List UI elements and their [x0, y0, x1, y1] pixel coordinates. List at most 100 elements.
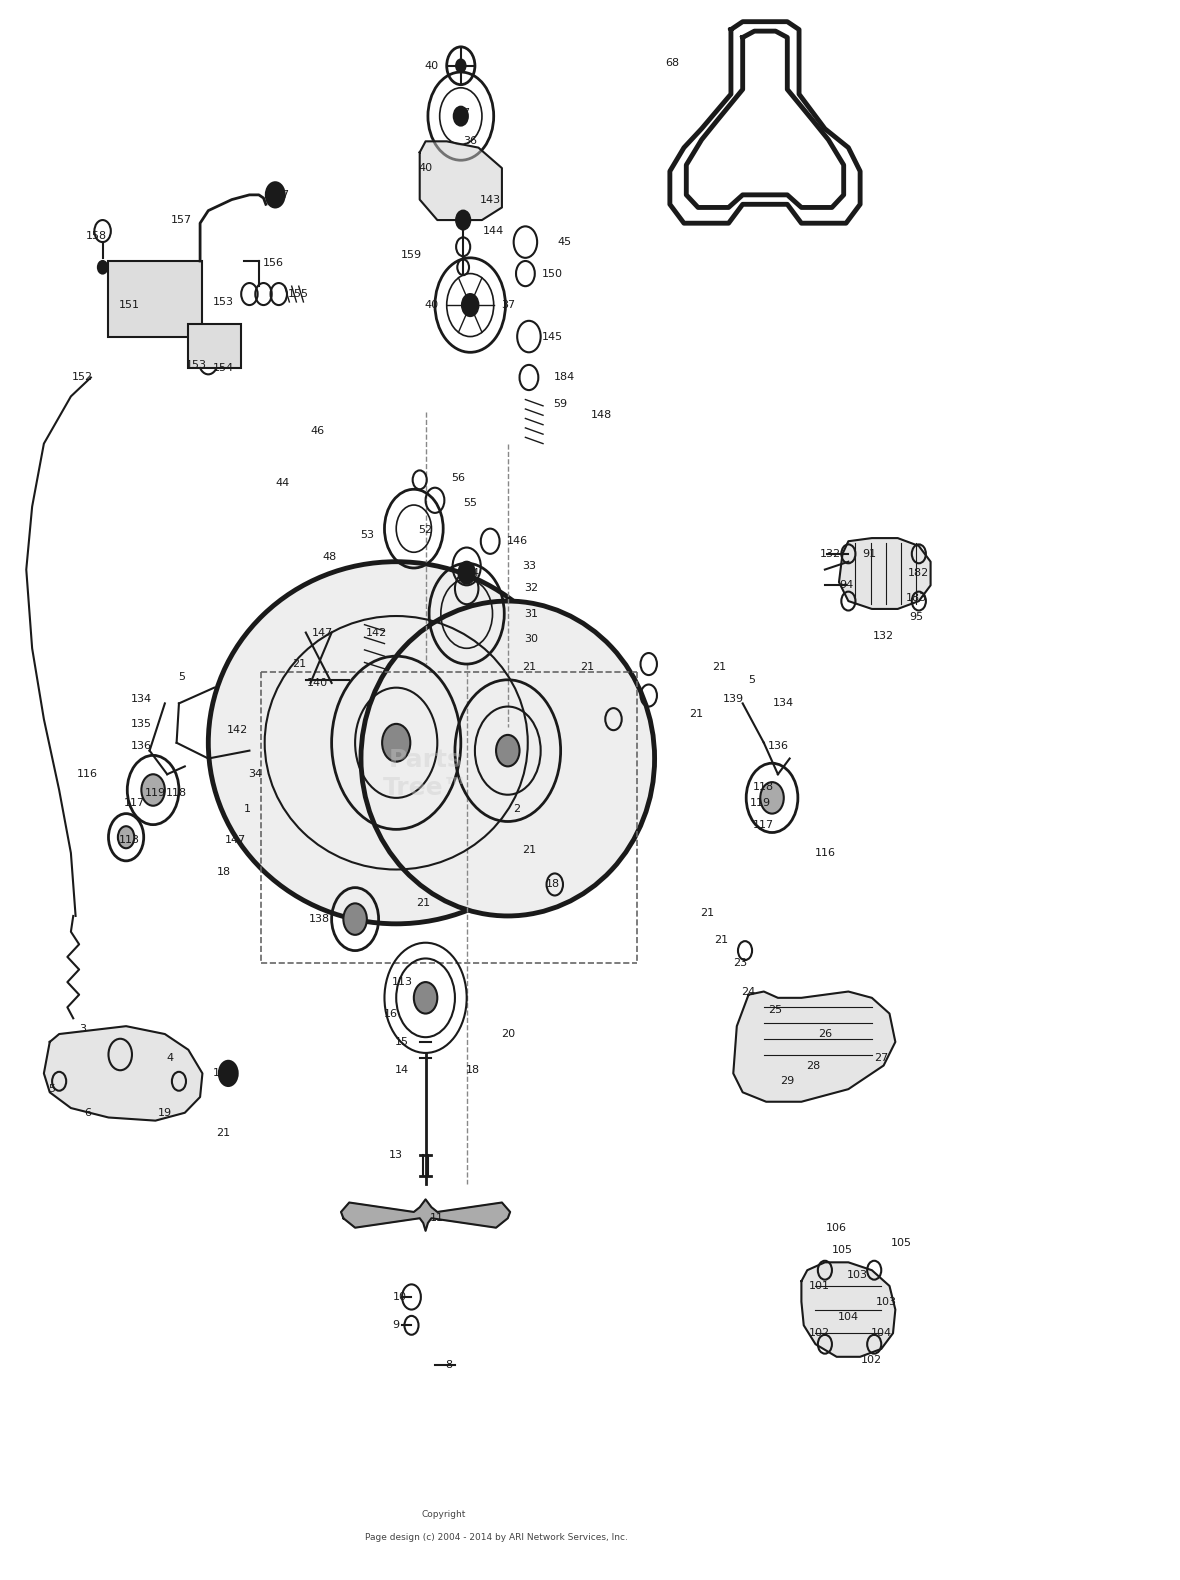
Text: 34: 34 [248, 769, 262, 779]
Text: 117: 117 [753, 820, 774, 830]
Text: 21: 21 [689, 709, 703, 719]
Text: 59: 59 [553, 400, 568, 409]
Text: 21: 21 [291, 659, 306, 668]
Polygon shape [44, 1025, 203, 1120]
Text: 27: 27 [874, 1052, 889, 1063]
Text: 21: 21 [216, 1128, 230, 1138]
Text: 140: 140 [307, 678, 328, 687]
Text: 144: 144 [483, 226, 504, 235]
Text: 18: 18 [545, 880, 559, 890]
Bar [109, 261, 203, 337]
Text: 21: 21 [522, 662, 536, 672]
Text: 46: 46 [310, 427, 325, 436]
Text: 36: 36 [464, 136, 477, 147]
Circle shape [343, 904, 367, 935]
Polygon shape [839, 539, 931, 608]
Text: 116: 116 [814, 848, 835, 858]
Text: 40: 40 [419, 163, 433, 174]
Polygon shape [801, 1262, 896, 1357]
Text: 118: 118 [753, 782, 774, 792]
Circle shape [760, 782, 784, 814]
Text: 13: 13 [389, 1150, 404, 1160]
Text: 3: 3 [79, 1024, 86, 1035]
Text: 91: 91 [863, 548, 877, 559]
Text: 95: 95 [910, 611, 924, 623]
Text: 23: 23 [733, 957, 747, 969]
Text: 24: 24 [741, 986, 755, 997]
Text: 28: 28 [806, 1060, 820, 1071]
Text: 119: 119 [749, 798, 771, 807]
Text: 33: 33 [522, 561, 536, 572]
Text: 151: 151 [119, 300, 140, 310]
Text: 113: 113 [119, 836, 140, 845]
Text: 6: 6 [84, 1108, 91, 1117]
Text: 154: 154 [214, 363, 234, 373]
Text: 25: 25 [768, 1005, 782, 1016]
Text: Page design (c) 2004 - 2014 by ARI Network Services, Inc.: Page design (c) 2004 - 2014 by ARI Netwo… [365, 1533, 628, 1542]
Text: 136: 136 [131, 741, 152, 750]
Text: 119: 119 [145, 788, 166, 798]
Text: 155: 155 [288, 289, 309, 299]
Text: 68: 68 [666, 57, 680, 68]
Bar [189, 324, 241, 368]
Text: 142: 142 [227, 725, 248, 735]
Text: 118: 118 [166, 788, 188, 798]
Text: 30: 30 [524, 634, 538, 645]
Text: 10: 10 [393, 1292, 407, 1302]
Text: 4: 4 [166, 1052, 173, 1063]
Circle shape [118, 826, 135, 848]
Text: Parts
Tree™: Parts Tree™ [382, 749, 468, 799]
Text: 11: 11 [431, 1213, 445, 1223]
Circle shape [457, 60, 465, 73]
Text: 104: 104 [871, 1329, 892, 1338]
Text: 54: 54 [465, 567, 479, 578]
Text: 117: 117 [124, 798, 145, 807]
Text: 21: 21 [701, 908, 715, 918]
Text: 103: 103 [847, 1270, 868, 1280]
Text: 105: 105 [832, 1245, 853, 1255]
Circle shape [414, 983, 438, 1014]
Text: 21: 21 [712, 662, 726, 672]
Text: 102: 102 [808, 1329, 830, 1338]
Ellipse shape [209, 562, 584, 924]
Text: 19: 19 [158, 1108, 172, 1117]
Text: 101: 101 [808, 1281, 830, 1291]
Circle shape [463, 294, 478, 316]
Circle shape [457, 210, 470, 229]
Text: 156: 156 [262, 258, 283, 267]
Text: 14: 14 [395, 1065, 409, 1076]
Circle shape [218, 1060, 237, 1085]
Text: 56: 56 [452, 474, 465, 483]
Text: 146: 146 [506, 536, 527, 547]
Text: 113: 113 [392, 976, 413, 988]
Text: 45: 45 [557, 237, 571, 246]
Text: 105: 105 [891, 1239, 912, 1248]
Text: 106: 106 [826, 1223, 847, 1232]
Text: 21: 21 [714, 935, 728, 945]
Text: 1: 1 [243, 804, 250, 814]
Text: 134: 134 [131, 694, 152, 703]
Text: 2: 2 [513, 804, 520, 814]
Text: 145: 145 [542, 332, 563, 341]
Text: 32: 32 [524, 583, 538, 594]
Text: 37: 37 [500, 300, 514, 310]
Text: Copyright: Copyright [421, 1510, 465, 1518]
Text: 26: 26 [818, 1029, 832, 1040]
Text: 94: 94 [839, 580, 853, 591]
Text: 18: 18 [465, 1065, 479, 1076]
Text: 152: 152 [72, 373, 93, 382]
Text: 148: 148 [591, 411, 612, 420]
Text: 104: 104 [838, 1313, 859, 1322]
Text: 9: 9 [393, 1321, 400, 1330]
Polygon shape [420, 141, 502, 220]
Text: 138: 138 [309, 915, 330, 924]
Text: 53: 53 [360, 529, 374, 540]
Text: 183: 183 [906, 592, 927, 604]
Text: 153: 153 [214, 297, 234, 307]
Text: 116: 116 [77, 769, 98, 779]
Circle shape [142, 774, 165, 806]
Text: 40: 40 [425, 60, 439, 71]
Circle shape [496, 735, 519, 766]
Text: 132: 132 [820, 548, 841, 559]
Text: 150: 150 [542, 269, 563, 278]
